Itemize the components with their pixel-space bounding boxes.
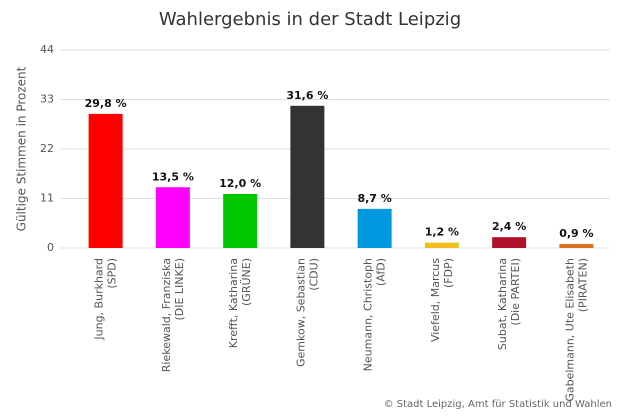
- value-label: 29,8 %: [85, 97, 127, 110]
- bar: [290, 105, 325, 248]
- bar: [223, 194, 258, 248]
- bar: [559, 243, 594, 248]
- y-tick-label: 0: [47, 241, 54, 254]
- bar: [357, 208, 392, 248]
- bar: [492, 237, 527, 248]
- bar: [424, 242, 459, 248]
- x-tick-label: (FDP): [442, 258, 455, 288]
- value-label: 1,2 %: [425, 226, 459, 239]
- bar: [155, 187, 190, 248]
- y-tick-label: 33: [40, 93, 54, 106]
- value-label: 8,7 %: [357, 192, 391, 205]
- x-tick-label: Gabelmann, Ute Elisabeth: [563, 258, 576, 402]
- credit: © Stadt Leipzig, Amt für Statistik und W…: [384, 399, 612, 410]
- value-label: 12,0 %: [219, 177, 261, 190]
- value-label: 13,5 %: [152, 170, 194, 183]
- x-tick-label: (PIRATEN): [576, 258, 589, 312]
- value-label: 31,6 %: [286, 89, 328, 102]
- x-tick-label: (AfD): [375, 258, 388, 286]
- value-label: 2,4 %: [492, 220, 526, 233]
- x-tick-label: (SPD): [106, 258, 119, 289]
- bar: [88, 113, 123, 249]
- x-tick-label: (CDU): [307, 258, 320, 291]
- y-tick-label: 22: [40, 142, 54, 155]
- value-label: 0,9 %: [559, 227, 593, 240]
- y-axis-title: Gültige Stimmen in Prozent: [15, 66, 29, 231]
- x-tick-label: (Die PARTEI): [509, 258, 522, 326]
- x-tick-label: (DIE LINKE): [173, 258, 186, 321]
- x-tick-label: Neumann, Christoph: [362, 258, 375, 371]
- y-tick-label: 11: [40, 192, 54, 205]
- x-tick-label: (GRÜNE): [240, 258, 253, 306]
- chart-title: Wahlergebnis in der Stadt Leipzig: [159, 9, 461, 30]
- x-tick-label: Subat, Katharina: [496, 258, 509, 350]
- x-tick-label: Krefft, Katharina: [227, 258, 240, 348]
- x-tick-label: Gemkow, Sebastian: [294, 258, 307, 367]
- x-tick-label: Viefeld, Marcus: [429, 258, 442, 342]
- x-tick-label: Jung, Burkhard: [93, 258, 106, 341]
- x-tick-label: Riekewald, Franziska: [160, 258, 173, 372]
- y-tick-label: 44: [40, 43, 54, 56]
